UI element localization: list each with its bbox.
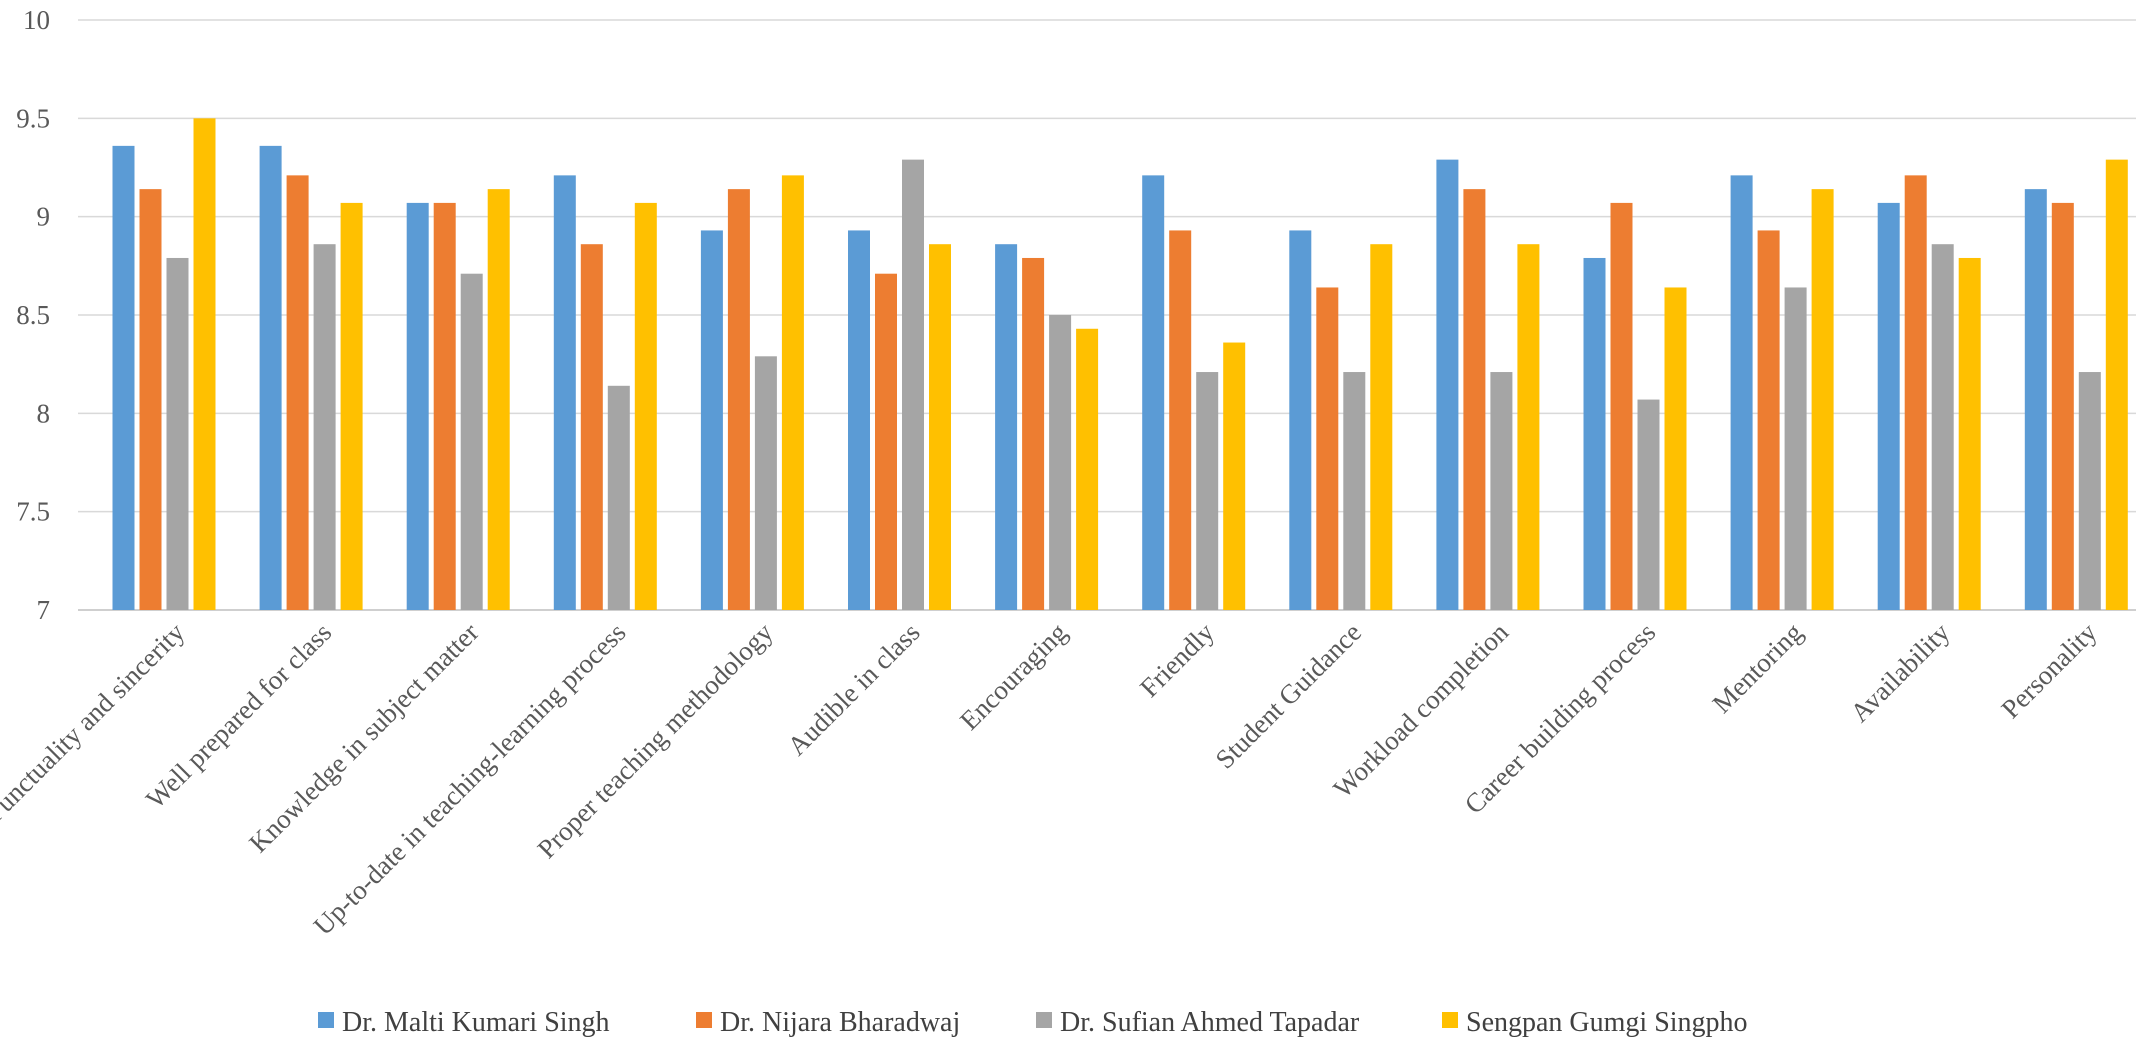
bar bbox=[1076, 328, 1099, 610]
bar bbox=[286, 175, 309, 610]
bar bbox=[1316, 287, 1339, 610]
bar bbox=[2078, 372, 2101, 610]
bar bbox=[433, 202, 456, 610]
bar bbox=[1904, 175, 1927, 610]
bar bbox=[995, 244, 1018, 610]
bar bbox=[781, 175, 804, 610]
bar bbox=[1637, 399, 1660, 610]
bar bbox=[340, 202, 363, 610]
bar bbox=[1022, 257, 1045, 610]
bar bbox=[1436, 159, 1459, 610]
bar bbox=[313, 244, 336, 610]
category-label: Encouraging bbox=[954, 617, 1073, 736]
category-label: Availability bbox=[1844, 617, 1955, 728]
bar bbox=[929, 244, 951, 610]
bar bbox=[193, 118, 216, 610]
category-label: Personality bbox=[1995, 617, 2102, 724]
legend-swatch bbox=[696, 1012, 712, 1028]
bar bbox=[1784, 287, 1807, 610]
legend-label: Sengpan Gumgi Singpho bbox=[1466, 1007, 1748, 1038]
category-label: Student Guidance bbox=[1210, 617, 1367, 774]
bar bbox=[1583, 257, 1606, 610]
bar bbox=[1169, 230, 1192, 610]
category-label: Friendly bbox=[1134, 617, 1220, 703]
bar bbox=[2105, 159, 2128, 610]
y-tick-label: 10 bbox=[23, 5, 50, 35]
bar bbox=[700, 230, 723, 610]
y-tick-label: 7 bbox=[37, 595, 51, 625]
category-label: Proper teaching methodology bbox=[532, 617, 779, 864]
bar bbox=[634, 202, 657, 610]
bar bbox=[727, 189, 750, 610]
bar bbox=[875, 273, 897, 610]
bar bbox=[1517, 244, 1540, 610]
bar bbox=[1343, 372, 1366, 610]
bar bbox=[580, 244, 603, 610]
bar bbox=[1730, 175, 1753, 610]
legend-swatch bbox=[318, 1012, 334, 1028]
bar bbox=[1370, 244, 1393, 610]
bar bbox=[259, 145, 282, 610]
y-tick-label: 9 bbox=[37, 202, 51, 232]
bar bbox=[902, 159, 924, 610]
y-tick-label: 9.5 bbox=[16, 103, 50, 133]
bar bbox=[2024, 189, 2047, 610]
category-label: Audible in class bbox=[782, 617, 926, 761]
bar bbox=[166, 257, 189, 610]
bar bbox=[139, 189, 162, 610]
legend-swatch bbox=[1442, 1012, 1458, 1028]
legend: Dr. Malti Kumari Singh Dr. Nijara Bharadw… bbox=[318, 1007, 1748, 1038]
bar bbox=[1223, 342, 1246, 610]
bar bbox=[1811, 189, 1834, 610]
category-label: Mentoring bbox=[1707, 617, 1809, 719]
y-axis-ticks: 7 7.5 8 8.5 9 9.5 10 bbox=[16, 5, 50, 625]
bar bbox=[1142, 175, 1165, 610]
y-tick-label: 8.5 bbox=[16, 300, 50, 330]
bar bbox=[1463, 189, 1486, 610]
legend-label: Dr. Malti Kumari Singh bbox=[342, 1007, 610, 1038]
bars bbox=[112, 118, 2128, 610]
bar bbox=[1049, 315, 1072, 610]
bar bbox=[754, 356, 777, 610]
bar bbox=[607, 385, 630, 610]
bar bbox=[460, 273, 483, 610]
legend-swatch bbox=[1036, 1012, 1052, 1028]
bar bbox=[487, 189, 510, 610]
bar bbox=[1877, 202, 1900, 610]
bar bbox=[1664, 287, 1687, 610]
bar bbox=[1931, 244, 1954, 610]
bar bbox=[553, 175, 576, 610]
category-label: Up-to-date in teaching-learning process bbox=[308, 617, 632, 941]
bar bbox=[2051, 202, 2074, 610]
bar bbox=[1757, 230, 1780, 610]
y-tick-label: 8 bbox=[37, 398, 51, 428]
bar bbox=[1610, 202, 1633, 610]
bar bbox=[406, 202, 429, 610]
legend-label: Dr. Sufian Ahmed Tapadar bbox=[1060, 1007, 1360, 1038]
bar bbox=[848, 230, 870, 610]
legend-label: Dr. Nijara Bharadwaj bbox=[720, 1007, 960, 1038]
bar bbox=[1490, 372, 1513, 610]
bar bbox=[1196, 372, 1219, 610]
bar bbox=[1958, 257, 1981, 610]
bar bbox=[1289, 230, 1312, 610]
bar bbox=[112, 145, 135, 610]
y-tick-label: 7.5 bbox=[16, 497, 50, 527]
